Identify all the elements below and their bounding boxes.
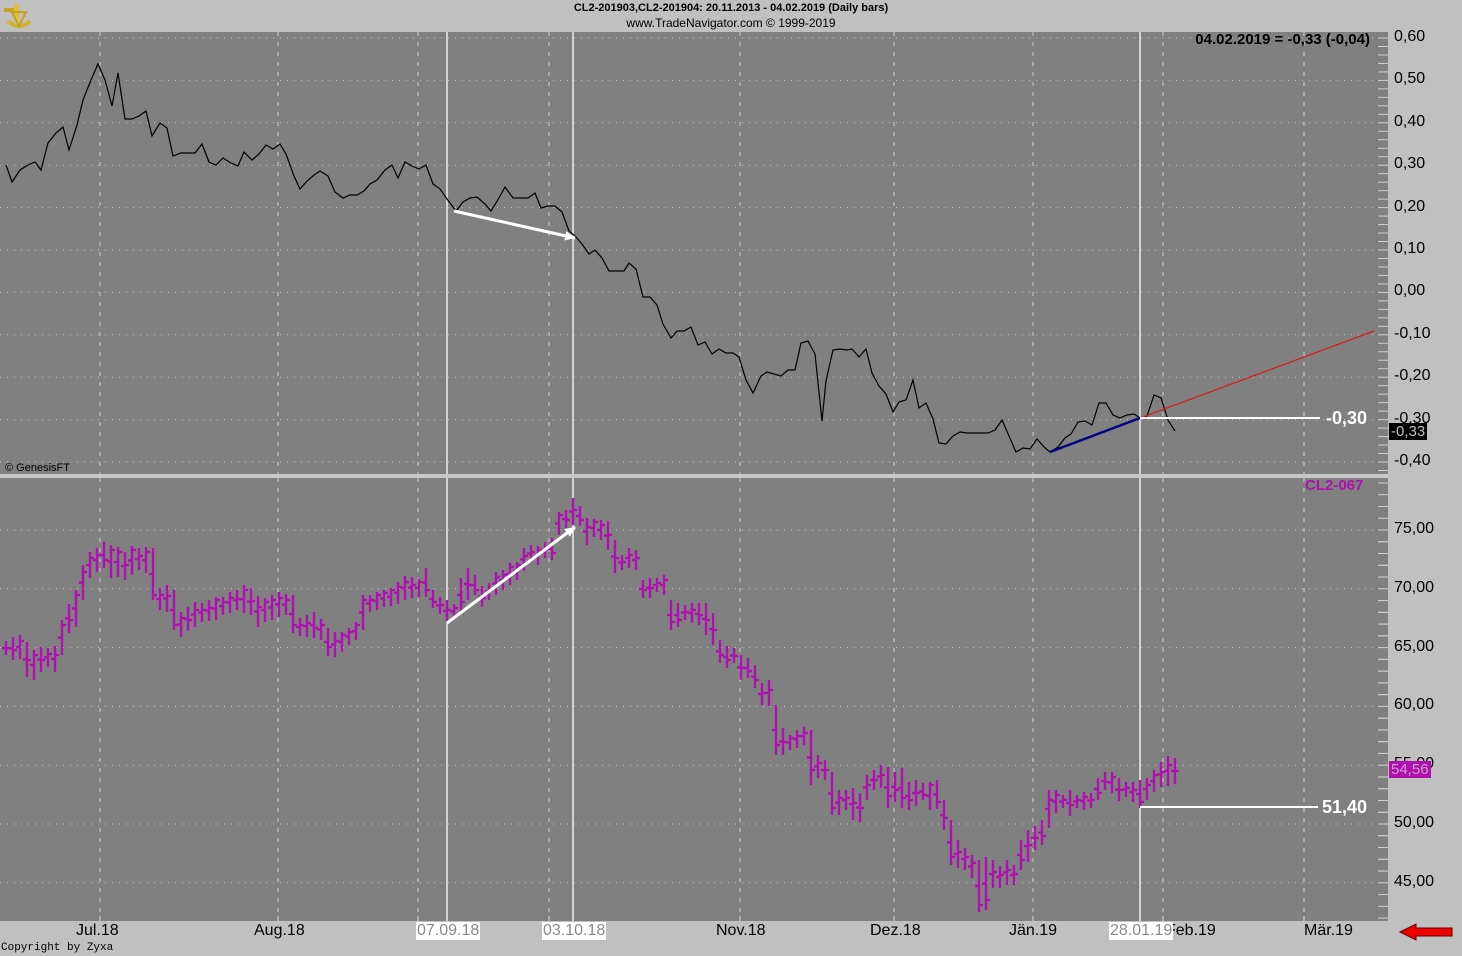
value-readout: 04.02.2019 = -0,33 (-0,04) (1195, 31, 1370, 48)
highlight-date-label: 03.10.18 (542, 922, 607, 940)
y-tick-label: 60,00 (1394, 696, 1435, 714)
chart-title: CL2-201903,CL2-201904: 20.11.2013 - 04.0… (573, 2, 889, 14)
highlight-date-label: 28.01.19 (1109, 922, 1174, 940)
x-tick-label: Aug.18 (254, 922, 305, 939)
current-price-tag: 54,56 (1389, 761, 1431, 778)
y-tick-label: 75,00 (1394, 520, 1435, 537)
price-panel (0, 478, 1388, 921)
series-label: CL2-067 (1305, 477, 1364, 494)
trendline (1139, 330, 1375, 419)
y-tick-label: 0,40 (1394, 112, 1426, 130)
x-tick-label: Feb.19 (1166, 922, 1216, 939)
y-tick-label: 65,00 (1394, 637, 1435, 655)
y-tick-label: 0,20 (1394, 197, 1426, 215)
highlight-date-label: 07.09.18 (416, 922, 481, 940)
x-tick-label: Mär.19 (1304, 922, 1353, 939)
annotation-arrow (446, 525, 576, 625)
x-tick-label: Dez.18 (870, 922, 921, 939)
y-tick-label: -0,10 (1394, 324, 1431, 342)
y-tick-label: -0,40 (1394, 452, 1431, 469)
y-tick-label: -0,30 (1394, 409, 1431, 427)
price-bars (2, 498, 1179, 912)
price-level-label: 51,40 (1322, 797, 1368, 817)
y-tick-label: 45,00 (1394, 872, 1435, 890)
data-provider-watermark: © GenesisFT (5, 462, 70, 474)
x-tick-label: Nov.18 (716, 922, 766, 939)
annotation-arrow (453, 209, 576, 240)
y-tick-label: 0,30 (1394, 155, 1426, 173)
x-tick-label: Jän.19 (1009, 922, 1058, 939)
y-tick-label: 0,50 (1394, 70, 1426, 88)
copyright-text: Copyright by Zyxa (1, 942, 114, 954)
spread-level-label: -0,30 (1326, 408, 1368, 428)
y-tick-label: 70,00 (1394, 578, 1435, 596)
sextant-logo-icon (2, 2, 36, 32)
current-spread-tag: -0,33 (1389, 423, 1428, 440)
y-tick-label: 0,60 (1394, 28, 1426, 45)
spread-panel (0, 32, 1388, 474)
y-tick-label: 0,10 (1394, 240, 1426, 257)
y-tick-label: 0,00 (1394, 282, 1426, 300)
y-tick-label: -0,20 (1394, 367, 1431, 385)
spread-line (5, 62, 1176, 453)
chart-subtitle: www.TradeNavigator.com © 1999-2019 (626, 16, 836, 30)
trendline (1049, 416, 1141, 454)
red-left-arrow-icon[interactable] (1398, 922, 1454, 947)
y-tick-label: 50,00 (1394, 814, 1435, 831)
x-tick-label: Jul.18 (76, 922, 119, 939)
